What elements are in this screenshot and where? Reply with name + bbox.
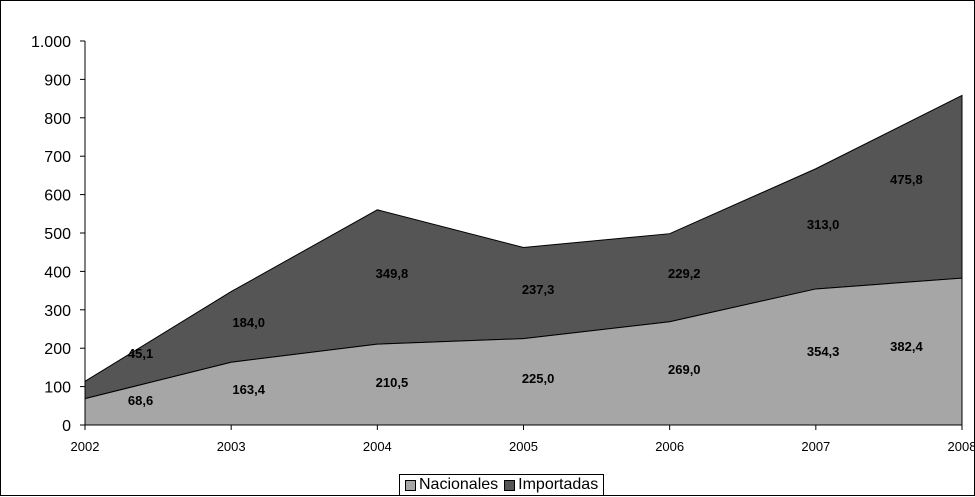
- x-tick-label: 2002: [71, 439, 100, 454]
- y-tick-label: 500: [44, 226, 71, 243]
- y-tick-label: 800: [44, 111, 71, 128]
- y-tick-label: 1.000: [31, 34, 71, 51]
- data-label-importadas: 475,8: [890, 172, 923, 187]
- y-tick-label: 300: [44, 303, 71, 320]
- data-label-nacionales: 382,4: [890, 339, 923, 354]
- y-tick-label: 200: [44, 341, 71, 358]
- y-tick-label: 600: [44, 188, 71, 205]
- data-label-nacionales: 163,4: [232, 382, 265, 397]
- data-label-importadas: 45,1: [128, 346, 153, 361]
- data-label-importadas: 184,0: [232, 315, 265, 330]
- y-tick-label: 700: [44, 149, 71, 166]
- data-label-nacionales: 269,0: [668, 362, 701, 377]
- y-tick-label: 0: [62, 418, 71, 435]
- x-tick-label: 2004: [363, 439, 392, 454]
- data-label-nacionales: 68,6: [128, 393, 153, 408]
- data-label-nacionales: 210,5: [376, 375, 409, 390]
- legend-item-nacionales: Nacionales: [405, 476, 498, 494]
- x-tick-label: 2003: [217, 439, 246, 454]
- legend: Nacionales Importadas: [399, 474, 605, 496]
- data-label-importadas: 349,8: [376, 266, 409, 281]
- legend-item-importadas: Importadas: [504, 476, 598, 494]
- x-tick-label: 2008: [948, 439, 975, 454]
- data-label-importadas: 313,0: [807, 217, 840, 232]
- legend-swatch-nacionales: [405, 479, 416, 491]
- x-tick-label: 2007: [801, 439, 830, 454]
- y-tick-label: 900: [44, 72, 71, 89]
- y-tick-label: 400: [44, 264, 71, 281]
- y-tick-label: 100: [44, 380, 71, 397]
- data-label-nacionales: 354,3: [807, 344, 840, 359]
- legend-label-importadas: Importadas: [518, 476, 599, 493]
- data-label-importadas: 229,2: [668, 266, 701, 281]
- x-tick-label: 2005: [509, 439, 538, 454]
- data-label-importadas: 237,3: [522, 282, 555, 297]
- legend-swatch-importadas: [504, 479, 516, 491]
- legend-label-nacionales: Nacionales: [419, 476, 499, 493]
- x-tick-label: 2006: [655, 439, 684, 454]
- data-label-nacionales: 225,0: [522, 371, 555, 386]
